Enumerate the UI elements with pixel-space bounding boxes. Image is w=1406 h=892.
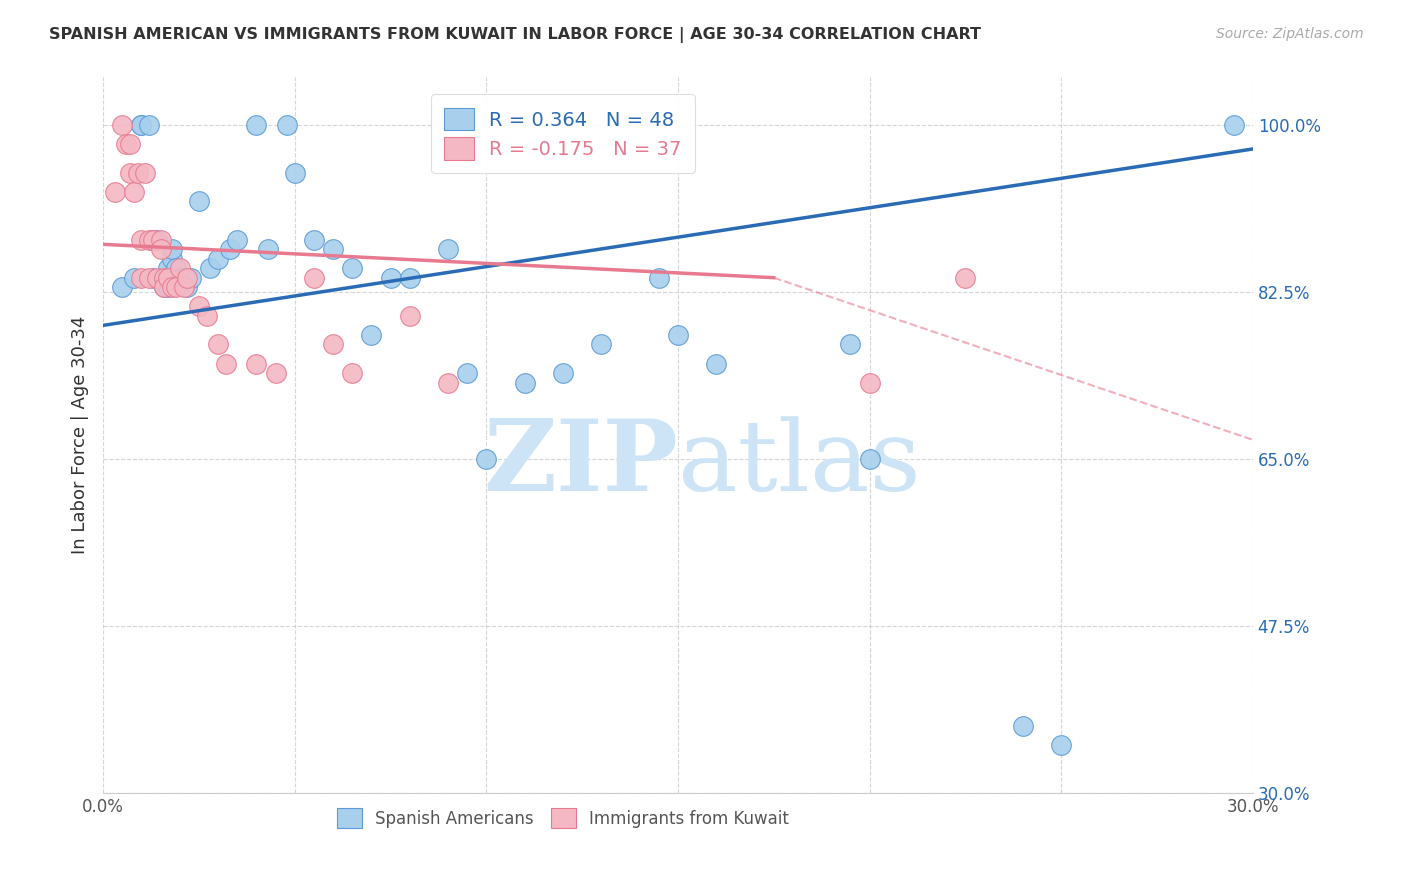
Point [176,270,198,285]
Point [138,270,160,285]
Point [169,270,191,285]
Point [142,233,165,247]
Point [187,299,209,313]
Point [180,270,202,285]
Point [360,327,382,342]
Point [858,376,880,390]
Point [226,233,249,247]
Point [475,451,498,466]
Point [153,280,176,294]
Point [284,166,307,180]
Point [127,166,149,180]
Point [169,261,191,276]
Point [157,270,180,285]
Point [131,118,153,132]
Point [176,280,198,294]
Point [138,233,160,247]
Point [149,233,172,247]
Point [648,270,671,285]
Point [122,185,145,199]
Y-axis label: In Labor Force | Age 30-34: In Labor Force | Age 30-34 [72,316,89,554]
Point [187,194,209,209]
Point [146,270,169,285]
Point [118,137,141,152]
Point [218,242,240,256]
Point [591,337,613,351]
Point [160,242,183,256]
Point [215,357,238,371]
Point [456,366,478,380]
Point [138,118,160,132]
Point [160,252,183,266]
Point [1012,719,1035,733]
Point [131,270,153,285]
Text: atlas: atlas [678,416,921,511]
Point [157,261,180,276]
Point [142,233,165,247]
Point [276,118,298,132]
Point [160,280,183,294]
Point [111,280,134,294]
Point [245,118,267,132]
Point [149,242,172,256]
Point [342,261,364,276]
Point [1050,738,1073,752]
Point [157,280,180,294]
Point [104,185,127,199]
Point [245,357,267,371]
Point [322,337,344,351]
Point [122,270,145,285]
Point [858,451,880,466]
Point [955,270,977,285]
Point [257,242,280,256]
Point [207,252,229,266]
Point [302,233,325,247]
Legend: Spanish Americans, Immigrants from Kuwait: Spanish Americans, Immigrants from Kuwai… [330,802,796,834]
Point [264,366,287,380]
Point [513,376,536,390]
Point [149,270,172,285]
Point [146,233,169,247]
Point [111,118,134,132]
Point [165,280,187,294]
Point [195,309,218,323]
Point [839,337,862,351]
Text: ZIP: ZIP [484,415,678,512]
Point [666,327,689,342]
Text: Source: ZipAtlas.com: Source: ZipAtlas.com [1216,27,1364,41]
Point [118,166,141,180]
Point [173,280,195,294]
Point [134,166,156,180]
Point [551,366,574,380]
Point [153,280,176,294]
Point [165,261,187,276]
Point [704,357,727,371]
Point [342,366,364,380]
Point [437,242,460,256]
Point [131,233,153,247]
Point [153,270,176,285]
Point [115,137,138,152]
Point [398,309,420,323]
Point [437,376,460,390]
Point [173,270,195,285]
Point [207,337,229,351]
Point [142,270,165,285]
Text: SPANISH AMERICAN VS IMMIGRANTS FROM KUWAIT IN LABOR FORCE | AGE 30-34 CORRELATIO: SPANISH AMERICAN VS IMMIGRANTS FROM KUWA… [49,27,981,43]
Point [322,242,344,256]
Point [131,118,153,132]
Point [200,261,222,276]
Point [302,270,325,285]
Point [1222,118,1244,132]
Point [398,270,420,285]
Point [380,270,402,285]
